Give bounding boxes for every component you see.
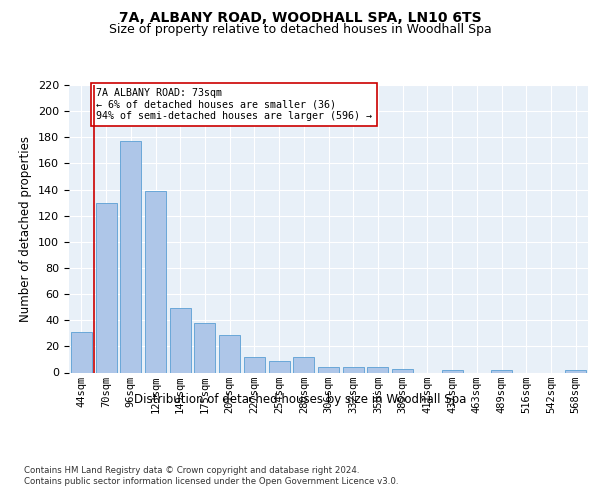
Bar: [194, 323, 215, 372]
Bar: [293, 357, 314, 372]
Text: Distribution of detached houses by size in Woodhall Spa: Distribution of detached houses by size …: [134, 392, 466, 406]
Bar: [318, 368, 339, 372]
Bar: [367, 368, 388, 372]
Bar: [120, 141, 141, 372]
Y-axis label: Number of detached properties: Number of detached properties: [19, 136, 32, 322]
Text: Contains HM Land Registry data © Crown copyright and database right 2024.: Contains HM Land Registry data © Crown c…: [24, 466, 359, 475]
Text: Size of property relative to detached houses in Woodhall Spa: Size of property relative to detached ho…: [109, 22, 491, 36]
Bar: [565, 370, 586, 372]
Text: 7A ALBANY ROAD: 73sqm
← 6% of detached houses are smaller (36)
94% of semi-detac: 7A ALBANY ROAD: 73sqm ← 6% of detached h…: [95, 88, 371, 121]
Bar: [71, 332, 92, 372]
Bar: [269, 360, 290, 372]
Bar: [95, 202, 116, 372]
Bar: [392, 368, 413, 372]
Text: Contains public sector information licensed under the Open Government Licence v3: Contains public sector information licen…: [24, 477, 398, 486]
Bar: [145, 191, 166, 372]
Bar: [244, 357, 265, 372]
Bar: [491, 370, 512, 372]
Text: 7A, ALBANY ROAD, WOODHALL SPA, LN10 6TS: 7A, ALBANY ROAD, WOODHALL SPA, LN10 6TS: [119, 11, 481, 25]
Bar: [442, 370, 463, 372]
Bar: [170, 308, 191, 372]
Bar: [343, 368, 364, 372]
Bar: [219, 334, 240, 372]
